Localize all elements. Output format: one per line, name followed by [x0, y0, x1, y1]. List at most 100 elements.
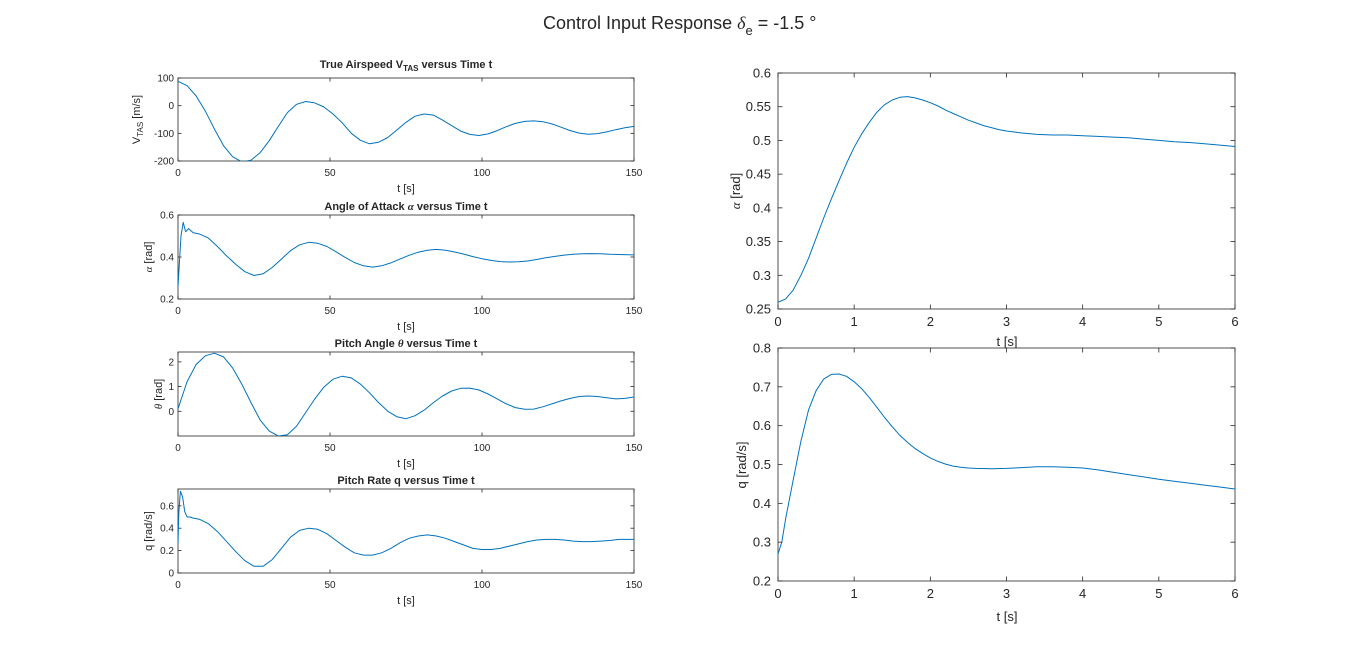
y-axis-label: q [rad/s] — [143, 511, 155, 551]
y-axis-label: α [rad] — [728, 173, 743, 209]
x-tick-label: 100 — [474, 580, 491, 591]
axes-box — [177, 488, 635, 574]
y-tick-label: 0 — [168, 569, 174, 580]
series-line — [778, 373, 1235, 554]
plot-vtas: 0 50 100 150 -200 -100 0 100 True Airspeed VTAS… — [131, 59, 643, 195]
x-tick-label: 0 — [175, 443, 181, 454]
y-tick-label: 0.45 — [746, 167, 771, 182]
data-layer: 0 50 100 150 0.2 0.4 0.6 — [160, 211, 643, 318]
y-tick-label: 0.6 — [753, 66, 771, 81]
x-tick-label: 4 — [1079, 586, 1086, 601]
y-tick-label: 0.2 — [753, 574, 771, 589]
figure-title: Control Input Response δe = -1.5 ° — [543, 13, 816, 38]
series-line — [178, 490, 634, 567]
x-tick-label: 5 — [1155, 314, 1162, 329]
x-tick-label: 6 — [1231, 586, 1238, 601]
y-axis-label: α [rad] — [143, 242, 155, 273]
x-axis-label: t [s] — [397, 183, 415, 195]
x-tick-label: 0 — [774, 314, 781, 329]
x-tick-label: 1 — [851, 314, 858, 329]
x-tick-label: 2 — [927, 586, 934, 601]
y-tick-label: 0.6 — [160, 501, 174, 512]
y-tick-label: 0.2 — [160, 546, 174, 557]
y-tick-label: 0.4 — [753, 200, 771, 215]
x-axis-label: t [s] — [997, 334, 1018, 349]
y-tick-label: 0.6 — [753, 418, 771, 433]
x-tick-label: 100 — [474, 443, 491, 454]
axes-box — [177, 77, 635, 162]
x-tick-label: 6 — [1231, 314, 1238, 329]
data-layer: 0 50 100 150 0 0.2 0.4 0.6 — [160, 489, 643, 591]
data-layer: 0 50 100 150 -200 -100 0 100 — [154, 74, 643, 180]
x-tick-label: 150 — [626, 580, 643, 591]
y-axis-label: VTAS [m/s] — [131, 95, 145, 144]
x-axis-label: t [s] — [397, 595, 415, 607]
x-tick-label: 3 — [1003, 314, 1010, 329]
y-tick-label: 0.4 — [160, 253, 174, 264]
y-tick-label: 0.6 — [160, 211, 174, 222]
y-tick-label: 0.35 — [746, 234, 771, 249]
x-axis-label: t [s] — [397, 321, 415, 333]
plot-q-zoom: 0 1 2 3 4 5 6 0.2 0.3 0.4 0.5 0.6 0.7 0.8 t [s] q [ra… — [734, 341, 1239, 625]
x-tick-label: 3 — [1003, 586, 1010, 601]
y-tick-label: 0 — [168, 407, 174, 418]
data-layer: 0 1 2 3 4 5 6 0.25 0.3 0.35 0.4 0.45 0.5 0.55 0.6 — [746, 66, 1239, 330]
x-tick-label: 50 — [324, 168, 336, 179]
axes-title: Pitch Rate q versus Time t — [337, 475, 475, 487]
y-tick-label: 0.5 — [753, 457, 771, 472]
y-tick-label: 0.8 — [753, 341, 771, 356]
series-line — [178, 80, 634, 161]
x-tick-label: 5 — [1155, 586, 1162, 601]
x-tick-label: 150 — [626, 443, 643, 454]
x-tick-label: 150 — [626, 168, 643, 179]
x-axis-label: t [s] — [397, 458, 415, 470]
y-tick-label: 1 — [168, 382, 174, 393]
x-tick-label: 50 — [324, 580, 336, 591]
y-tick-label: 0.55 — [746, 99, 771, 114]
series-line — [178, 352, 634, 436]
plot-alpha-long: 0 50 100 150 0.2 0.4 0.6 Angle of Attack α ver… — [143, 201, 643, 333]
x-tick-label: 1 — [851, 586, 858, 601]
y-tick-label: 0.3 — [753, 535, 771, 550]
data-layer: 0 50 100 150 0 1 2 — [168, 352, 643, 454]
y-axis-label: q [rad/s] — [734, 442, 749, 489]
y-tick-label: -100 — [154, 129, 174, 140]
plot-theta: 0 50 100 150 0 1 2 Pitch Angle θ versus Time t… — [153, 338, 643, 470]
x-axis-label: t [s] — [997, 609, 1018, 624]
x-tick-label: 0 — [774, 586, 781, 601]
data-layer: 0 1 2 3 4 5 6 0.2 0.3 0.4 0.5 0.6 0.7 0.8 — [753, 341, 1239, 602]
axes-box — [777, 347, 1236, 582]
y-tick-label: 0.25 — [746, 302, 771, 317]
y-tick-label: 0.5 — [753, 133, 771, 148]
axes-title: Pitch Angle θ versus Time t — [335, 338, 478, 350]
y-tick-label: 0.4 — [160, 524, 174, 535]
axes-box — [777, 72, 1236, 310]
y-tick-label: 0.4 — [753, 496, 771, 511]
y-axis-label: θ [rad] — [153, 379, 165, 409]
series-line — [778, 96, 1235, 303]
x-tick-label: 150 — [626, 306, 643, 317]
x-tick-label: 50 — [324, 306, 336, 317]
x-tick-label: 100 — [474, 168, 491, 179]
y-tick-label: 0 — [168, 101, 174, 112]
axes-title: Angle of Attack α versus Time t — [324, 201, 488, 213]
y-tick-label: 0.7 — [753, 379, 771, 394]
series-line — [178, 221, 634, 287]
y-tick-label: 100 — [157, 74, 174, 85]
x-tick-label: 4 — [1079, 314, 1086, 329]
y-tick-label: -200 — [154, 157, 174, 168]
x-tick-label: 100 — [474, 306, 491, 317]
y-tick-label: 2 — [168, 357, 174, 368]
y-tick-label: 0.3 — [753, 268, 771, 283]
x-tick-label: 0 — [175, 168, 181, 179]
plot-q-long: 0 50 100 150 0 0.2 0.4 0.6 Pitch Rate q versus … — [143, 475, 643, 607]
x-tick-label: 50 — [324, 443, 336, 454]
axes-title: True Airspeed VTAS versus Time t — [320, 59, 493, 73]
plot-alpha-zoom: 0 1 2 3 4 5 6 0.25 0.3 0.35 0.4 0.45 0.5 0.55 0.6 t [s… — [728, 66, 1239, 350]
x-tick-label: 0 — [175, 580, 181, 591]
x-tick-label: 2 — [927, 314, 934, 329]
x-tick-label: 0 — [175, 306, 181, 317]
y-tick-label: 0.2 — [160, 295, 174, 306]
axes-box — [177, 351, 635, 437]
